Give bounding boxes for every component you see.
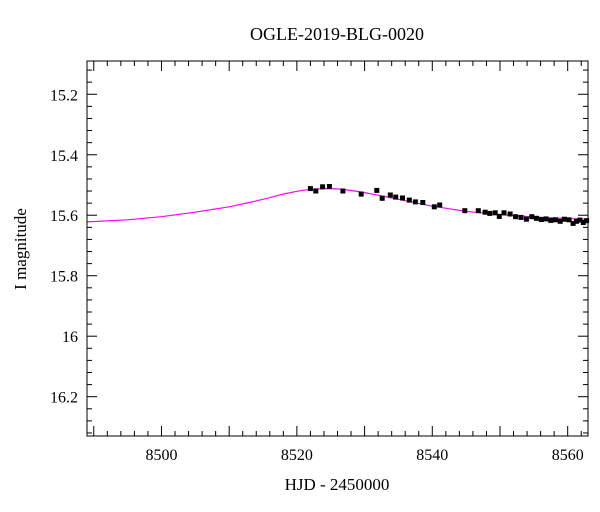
data-point <box>326 184 332 189</box>
plot-frame <box>86 60 589 437</box>
data-point <box>570 220 576 226</box>
y-tick-label: 15.8 <box>50 269 78 286</box>
data-point <box>437 202 443 208</box>
data-point <box>492 210 498 216</box>
y-tick-label: 15.2 <box>50 87 78 104</box>
data-point <box>507 211 513 217</box>
data-point <box>475 208 481 214</box>
data-point <box>553 217 558 223</box>
x-tick-label: 8540 <box>416 447 448 464</box>
y-axis-label: I magnitude <box>11 208 30 290</box>
data-point <box>320 184 326 190</box>
x-tick-label: 8500 <box>145 447 177 464</box>
y-tick-label: 16 <box>62 329 78 346</box>
data-point <box>529 214 535 220</box>
data-point <box>534 215 539 221</box>
data-point <box>374 187 380 193</box>
x-tick-label: 8560 <box>552 447 584 464</box>
data-point <box>307 186 313 192</box>
data-point <box>379 195 385 201</box>
data-point <box>420 200 426 205</box>
data-point <box>574 218 579 224</box>
data-point <box>412 199 418 205</box>
data-point <box>487 210 493 216</box>
x-tick-label: 8520 <box>281 447 313 464</box>
data-point <box>462 208 468 214</box>
data-point <box>584 218 590 224</box>
data-point <box>523 216 529 222</box>
data-point <box>538 217 544 222</box>
data-point <box>406 197 412 203</box>
data-point <box>431 204 437 210</box>
y-tick-label: 16.2 <box>50 390 78 407</box>
data-point <box>577 217 583 223</box>
y-tick-label: 15.6 <box>50 208 78 225</box>
data-point <box>387 192 393 198</box>
data-point <box>561 216 567 222</box>
y-tick-label: 15.4 <box>50 148 78 165</box>
data-point <box>496 213 502 219</box>
data-point <box>557 218 563 224</box>
data-point <box>501 210 507 216</box>
data-point <box>518 214 524 220</box>
model-light-curve <box>86 187 589 223</box>
data-point <box>548 217 554 223</box>
chart-title: OGLE-2019-BLG-0020 <box>250 24 424 44</box>
data-point <box>313 188 319 194</box>
data-point <box>566 217 572 223</box>
data-point <box>482 209 488 215</box>
axis-ticks: 8500 8520 8540 8560 15.2 15.4 15.6 15.8 16 16.2 <box>50 61 588 464</box>
data-point <box>358 191 364 197</box>
data-point <box>580 220 586 225</box>
data-point <box>513 214 519 220</box>
data-point <box>543 216 549 222</box>
data-point <box>340 188 346 194</box>
data-point <box>393 194 399 200</box>
model-curve-layer <box>86 187 589 223</box>
x-axis-label: HJD - 2450000 <box>285 475 390 494</box>
data-point <box>400 195 405 201</box>
data-point-layer <box>307 184 590 226</box>
